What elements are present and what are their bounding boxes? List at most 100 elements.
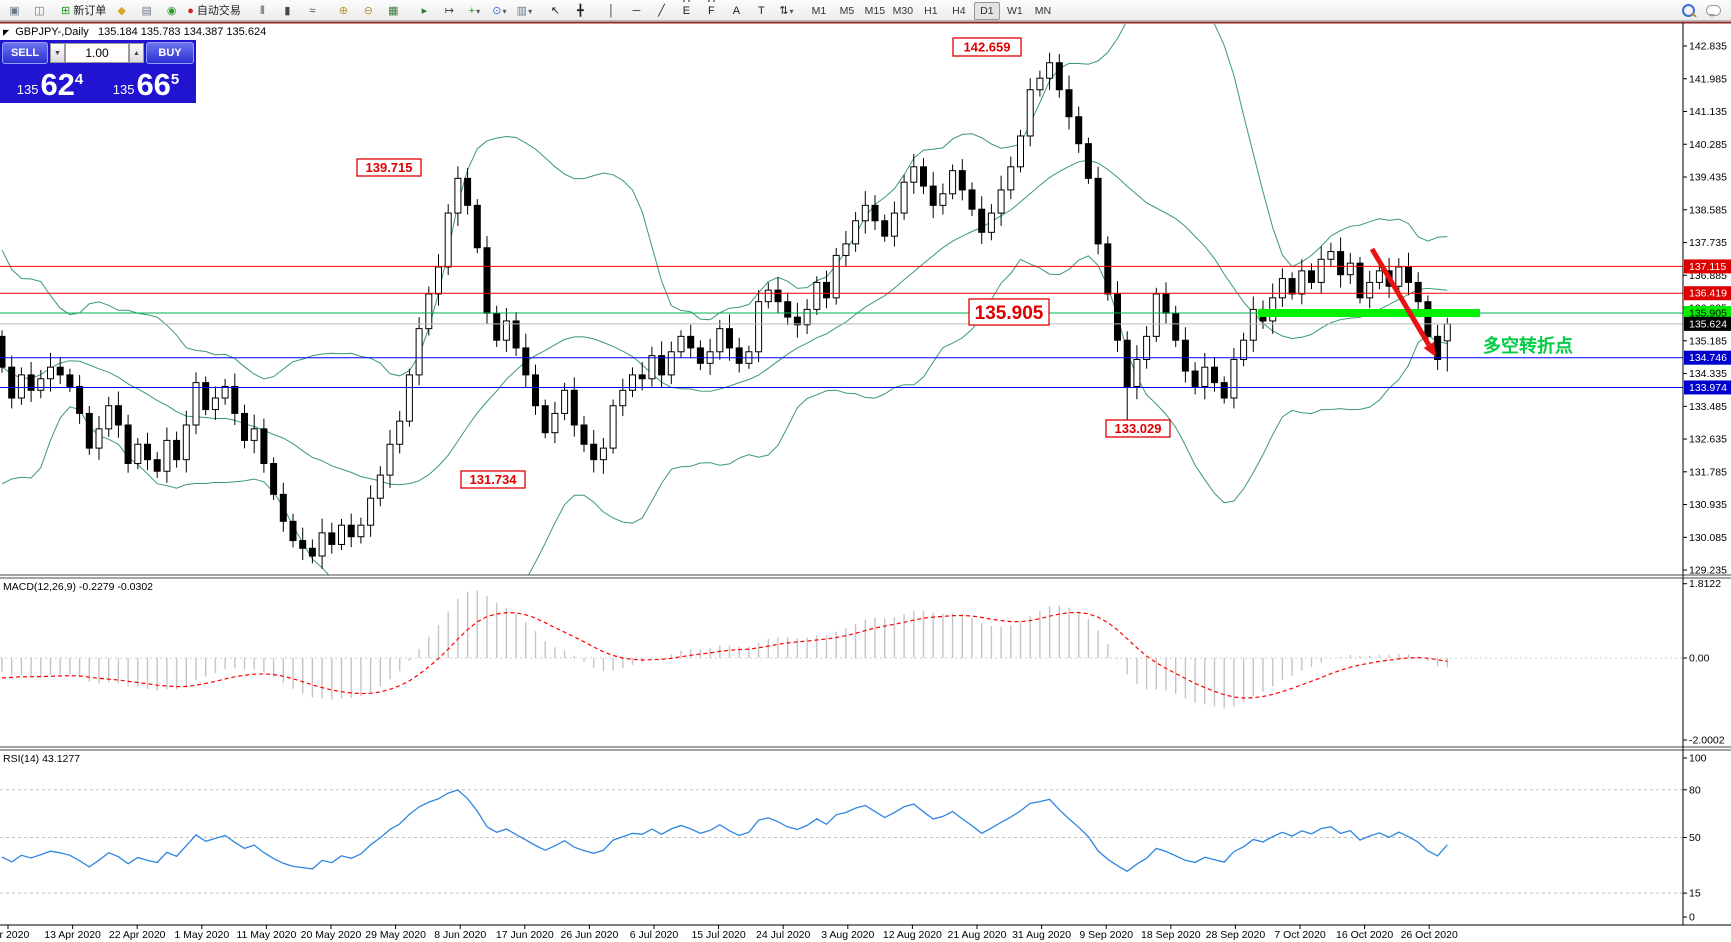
macd-pane [0, 590, 1683, 709]
tile-windows-icon[interactable]: ▦ [388, 4, 399, 17]
svg-text:142.835: 142.835 [1689, 41, 1727, 53]
timeframe-h1[interactable]: H1 [924, 4, 938, 17]
horizontal-line-icon[interactable]: ─ [632, 4, 641, 17]
chat-icon[interactable] [1702, 2, 1725, 19]
vertical-line-icon[interactable]: │ [607, 4, 615, 17]
text-icon[interactable]: A [732, 4, 741, 17]
equidistant-channel-icon[interactable]: E [675, 0, 698, 18]
toolbar-icons: ▣ ◫ ⊞ 新订单 ◆ ▤ ◉ ● 自动交易 ⫴ ▮ ≈ ⊕ ⊖ ▦ ▸ ↦ + ▾ ⊙ ▾ ▥ ▾ ↖ ╋ │ ─ ╱ E F A T ⇅ ▾ [2, 0, 805, 20]
date-axis[interactable]: Apr 2020 13 Apr 2020 22 Apr 2020 1 May 2020… [0, 925, 1458, 941]
svg-text:131.785: 131.785 [1689, 466, 1727, 478]
svg-text:134.746: 134.746 [1689, 352, 1727, 364]
svg-text:0: 0 [1689, 912, 1695, 924]
timeframe-h4[interactable]: H4 [952, 4, 966, 17]
volume-decrease-button[interactable]: ▼ [50, 43, 65, 63]
trendline-icon[interactable]: ╱ [658, 4, 665, 17]
svg-text:139.715: 139.715 [366, 160, 413, 175]
timeframe-m1[interactable]: M1 [811, 4, 827, 17]
bar-chart-icon[interactable]: ⫴ [260, 4, 265, 17]
timeframe-m30[interactable]: M30 [892, 4, 914, 17]
timeframe-m15[interactable]: M15 [864, 4, 886, 17]
svg-text:16 Oct 2020: 16 Oct 2020 [1336, 929, 1393, 941]
svg-text:130.935: 130.935 [1689, 499, 1727, 511]
svg-text:18 Sep 2020: 18 Sep 2020 [1141, 929, 1201, 941]
trend-arrow[interactable] [1369, 247, 1436, 357]
candlestick-chart-icon[interactable]: ▮ [284, 4, 291, 17]
zoom-out-icon[interactable]: ⊖ [363, 4, 373, 17]
line-chart-icon[interactable]: ≈ [309, 4, 316, 17]
timeframe-w1[interactable]: W1 [1007, 4, 1023, 17]
templates-icon[interactable]: ▥ ▾ [516, 4, 533, 17]
ask-price[interactable]: 135 66 5 [112, 67, 180, 102]
svg-text:9 Sep 2020: 9 Sep 2020 [1079, 929, 1133, 941]
svg-text:6 Jul 2020: 6 Jul 2020 [630, 929, 679, 941]
marketwatch-icon[interactable]: ◉ [166, 4, 177, 17]
zoom-in-icon[interactable]: ⊕ [338, 4, 348, 17]
one-click-trading-panel: SELL ▼ 1.00 ▲ BUY 135 62 4 135 66 5 [0, 40, 196, 103]
svg-text:80: 80 [1689, 784, 1701, 796]
svg-text:1.8122: 1.8122 [1689, 578, 1721, 590]
svg-text:137.735: 137.735 [1689, 237, 1727, 249]
svg-text:20 May 2020: 20 May 2020 [301, 929, 362, 941]
volume-increase-button[interactable]: ▲ [129, 43, 144, 63]
chinese-note-text[interactable]: 多空转折点 [1483, 335, 1573, 356]
svg-text:11 May 2020: 11 May 2020 [236, 929, 296, 941]
text-label-icon[interactable]: T [758, 4, 765, 17]
svg-text:133.485: 133.485 [1689, 401, 1727, 413]
svg-text:13 Apr 2020: 13 Apr 2020 [44, 929, 101, 941]
chart-preview-icon[interactable]: ◫ [34, 4, 45, 17]
candlesticks [0, 52, 1451, 569]
periods-icon[interactable]: ⊙ ▾ [492, 4, 507, 17]
svg-text:132.635: 132.635 [1689, 434, 1727, 446]
fibonacci-icon[interactable]: F [700, 0, 723, 18]
autoscroll-icon[interactable]: ▸ [421, 4, 428, 17]
ohlc-values: 135.184 135.783 134.387 135.624 [97, 26, 267, 38]
symbol-period-label: GBPJPY-,Daily [15, 26, 89, 38]
autotrade-button[interactable]: ● 自动交易 [187, 4, 241, 17]
search-icon[interactable] [1677, 2, 1700, 19]
buy-button[interactable]: BUY [146, 42, 194, 64]
expert-advisors-icon[interactable]: ◆ [117, 4, 126, 17]
svg-text:26 Oct 2020: 26 Oct 2020 [1401, 929, 1458, 941]
svg-text:100: 100 [1689, 753, 1707, 765]
svg-text:139.435: 139.435 [1689, 172, 1727, 184]
svg-text:1 May 2020: 1 May 2020 [174, 929, 229, 941]
svg-text:134.335: 134.335 [1689, 368, 1727, 380]
indicators-icon[interactable]: + ▾ [468, 4, 481, 17]
price-annotation-boxes[interactable]: 142.659 139.715 135.905 133.029 131.734 [356, 37, 1171, 489]
cursor-icon[interactable]: ↖ [550, 4, 560, 17]
svg-text:-2.0002: -2.0002 [1689, 735, 1725, 747]
svg-text:135.905: 135.905 [975, 303, 1044, 324]
timeframe-d1[interactable]: D1 [973, 1, 1000, 20]
volume-input[interactable]: 1.00 [65, 43, 129, 63]
rsi-indicator-label: RSI(14) 43.1277 [3, 753, 81, 765]
chart-quote-header: ◤ GBPJPY-,Daily 135.184 135.783 134.387 … [3, 26, 266, 38]
svg-text:21 Aug 2020: 21 Aug 2020 [948, 929, 1007, 941]
svg-text:140.285: 140.285 [1689, 139, 1727, 151]
svg-text:26 Jun 2020: 26 Jun 2020 [560, 929, 618, 941]
collapse-triangle-icon[interactable]: ◤ [3, 28, 10, 37]
timeframe-mn[interactable]: MN [1034, 4, 1052, 17]
arrows-icon[interactable]: ⇅ ▾ [779, 4, 794, 17]
svg-text:50: 50 [1689, 832, 1701, 844]
new-chart-icon[interactable]: ▣ [9, 4, 20, 17]
scripts-icon[interactable]: ▤ [141, 4, 152, 17]
svg-text:135.624: 135.624 [1689, 318, 1727, 330]
svg-text:137.115: 137.115 [1689, 261, 1726, 273]
timeframe-toolbar: M1 M5 M15 M30 H1 H4 D1 W1 MN [805, 1, 1057, 20]
svg-text:141.985: 141.985 [1689, 73, 1727, 85]
chart-shift-icon[interactable]: ↦ [444, 4, 454, 17]
sell-button[interactable]: SELL [2, 42, 48, 64]
bid-price[interactable]: 135 62 4 [16, 67, 84, 102]
svg-text:141.135: 141.135 [1689, 106, 1727, 118]
svg-text:17 Jun 2020: 17 Jun 2020 [496, 929, 554, 941]
svg-text:135.905: 135.905 [1689, 308, 1727, 320]
new-order-button[interactable]: ⊞ 新订单 [61, 4, 107, 17]
svg-text:8 Jun 2020: 8 Jun 2020 [434, 929, 486, 941]
price-axis[interactable]: 142.835 141.985 141.135 140.285 139.435 138.5… [1683, 41, 1731, 924]
crosshair-icon[interactable]: ╋ [577, 4, 584, 17]
svg-text:15 Jul 2020: 15 Jul 2020 [691, 929, 745, 941]
timeframe-m5[interactable]: M5 [839, 4, 855, 17]
